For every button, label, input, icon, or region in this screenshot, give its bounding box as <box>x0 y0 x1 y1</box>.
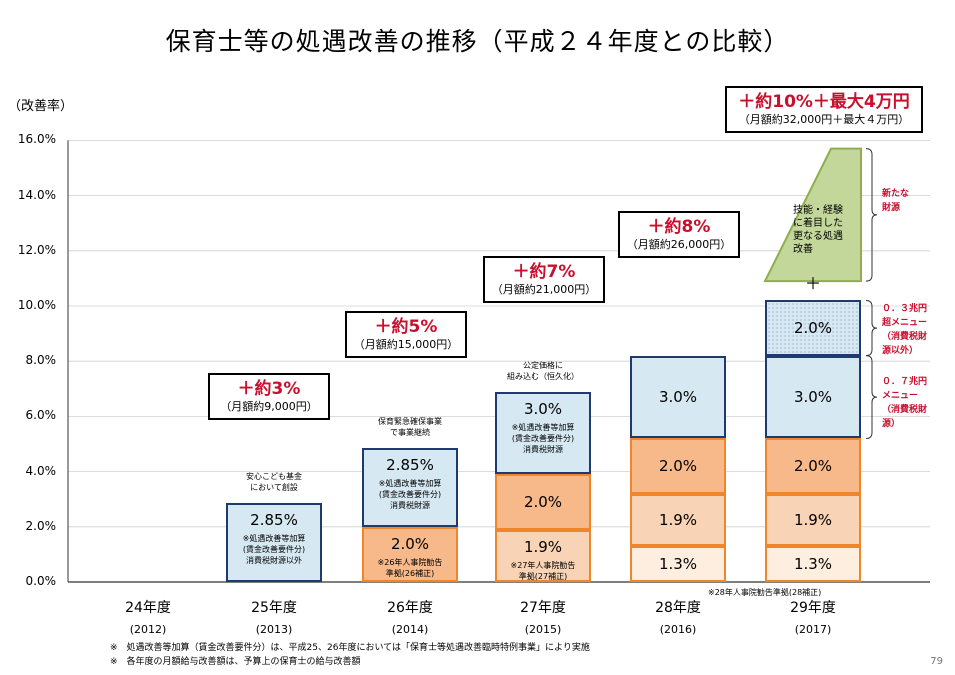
footnote-2: ※ 各年度の月額給与改善額は、予算上の保育士の給与改善額 <box>110 657 361 667</box>
bracket <box>865 148 878 282</box>
y-tick-label: 6.0% <box>25 408 57 423</box>
data-label: 1.9% <box>658 510 698 529</box>
side-label: ０．７兆円 メニュー （消費税財 源） <box>882 377 928 429</box>
segment-note: ※処遇改善等加算 (賃金改善要件分) 消費税財源 <box>378 479 442 511</box>
category-year: (2015) <box>524 623 562 636</box>
x-tick-label: 26年度 (2014) <box>355 597 465 636</box>
bar-segment: 1.3% <box>765 546 861 582</box>
y-tick-label: 14.0% <box>17 187 56 202</box>
callout-box: ＋約3% （月額約9,000円） <box>208 373 330 420</box>
footnote-1: ※ 処遇改善等加算（賃金改善要件分）は、平成25、26年度においては「保育士等処… <box>110 643 590 653</box>
callout-amount: （月額約15,000円） <box>353 338 459 351</box>
callout-percentage: ＋約3% <box>237 379 301 399</box>
bar-segment: 1.3% <box>630 546 726 582</box>
data-label: 2.0% <box>793 319 833 338</box>
bar-segment: 3.0% ※処遇改善等加算 (賃金改善要件分) 消費税財源 <box>495 391 591 475</box>
callout-amount: （月額約32,000円＋最大４万円） <box>738 113 910 126</box>
extra-improvement-label: 技能・経験 に着目した 更なる処遇 改善 <box>793 204 843 255</box>
bar-segment: 2.0% <box>765 300 861 356</box>
data-label: 1.9% <box>793 510 833 529</box>
bar-segment: 3.0% <box>630 355 726 439</box>
data-label: 3.0% <box>523 399 563 418</box>
category-label: 26年度 <box>387 600 433 616</box>
y-tick-label: 16.0% <box>17 132 56 147</box>
side-label: ０．３兆円 超メニュー （消費税財 源以外） <box>882 303 928 356</box>
bracket <box>865 355 878 439</box>
y-tick-label: 4.0% <box>25 463 57 478</box>
callout-amount: （月額約9,000円） <box>220 400 318 413</box>
segment-note: ※27年人事院勧告 準拠(27補正) <box>510 560 576 581</box>
y-tick-label: 0.0% <box>25 574 57 588</box>
category-label: 28年度 <box>655 600 701 616</box>
data-label: 3.0% <box>793 388 833 407</box>
y-tick-label: 12.0% <box>17 242 56 257</box>
above-bar-note: 安心こども基金 において創設 <box>246 472 302 493</box>
bar-segment: 2.0% ※26年人事院勧告 準拠(26補正) <box>362 526 458 582</box>
above-bar-note: 公定価格に 組み込む（恒久化） <box>507 360 579 381</box>
callout-box: ＋約7% （月額約21,000円） <box>483 256 605 303</box>
data-label: 1.3% <box>658 555 698 574</box>
data-label: 2.0% <box>658 457 698 476</box>
category-year: (2016) <box>659 623 697 636</box>
bracket <box>865 299 878 357</box>
side-label: 新たな 財源 <box>882 189 910 214</box>
category-year: (2012) <box>129 623 167 636</box>
bar-segment: 2.0% <box>765 438 861 494</box>
bar-segment: 1.9% ※27年人事院勧告 準拠(27補正) <box>495 529 591 582</box>
x-tick-label: 28年度 (2016) <box>623 597 733 636</box>
category-label: 29年度 <box>790 600 836 616</box>
category-year: (2017) <box>794 623 832 636</box>
callout-box: ＋約10%＋最大4万円 （月額約32,000円＋最大４万円） <box>725 86 923 133</box>
x-tick-label: 24年度 (2012) <box>93 597 203 636</box>
data-label: 2.85% <box>250 511 298 530</box>
category-year: (2014) <box>391 623 429 636</box>
callout-amount: （月額約26,000円） <box>626 238 732 251</box>
x-tick-label: 25年度 (2013) <box>219 597 329 636</box>
y-tick-label: 2.0% <box>25 518 57 533</box>
bar-segment: 3.0% <box>765 355 861 439</box>
plus-sign: ＋ <box>804 273 821 293</box>
callout-box: ＋約8% （月額約26,000円） <box>618 211 740 258</box>
x-tick-label: 29年度 (2017) <box>758 597 868 636</box>
above-bar-note: 保育緊急確保事業 で事業継続 <box>378 417 442 438</box>
bar-segment: 2.85% ※処遇改善等加算 (賃金改善要件分) 消費税財源 <box>362 448 458 527</box>
page-title: 保育士等の処遇改善の推移（平成２４年度との比較） <box>165 27 790 56</box>
data-label: 1.9% <box>523 537 563 556</box>
category-label: 25年度 <box>251 600 297 616</box>
callout-percentage: ＋約7% <box>512 262 576 282</box>
category-label: 24年度 <box>125 600 171 616</box>
data-label: 2.0% <box>390 534 430 553</box>
segment-note: ※26年人事院勧告 準拠(26補正) <box>377 557 443 578</box>
y-tick-label: 10.0% <box>17 298 56 312</box>
category-label: 27年度 <box>520 600 566 616</box>
callout-percentage: ＋約10%＋最大4万円 <box>738 92 910 112</box>
bar-segment: 1.9% <box>765 493 861 547</box>
bar-segment: 1.9% <box>630 493 726 547</box>
bar-segment: 2.0% <box>630 438 726 494</box>
x-tick-label: 27年度 (2015) <box>488 597 598 636</box>
y-tick-label: 8.0% <box>25 353 57 368</box>
callout-percentage: ＋約5% <box>374 317 438 337</box>
page-number: 79 <box>930 656 943 667</box>
data-label: 2.0% <box>793 457 833 476</box>
y-axis-label: （改善率） <box>8 99 74 114</box>
data-label: 2.0% <box>523 492 563 511</box>
callout-percentage: ＋約8% <box>647 217 711 237</box>
bar-segment: 2.85% ※処遇改善等加算 (賃金改善要件分) 消費税財源以外 <box>226 503 322 582</box>
data-label: 3.0% <box>658 388 698 407</box>
data-label: 1.3% <box>793 555 833 574</box>
callout-amount: （月額約21,000円） <box>491 283 597 296</box>
segment-note: ※処遇改善等加算 (賃金改善要件分) 消費税財源 <box>511 422 575 454</box>
callout-box: ＋約5% （月額約15,000円） <box>345 311 467 358</box>
annotation-2016: ※28年人事院勧告準拠(28補正) <box>708 588 822 597</box>
segment-note: ※処遇改善等加算 (賃金改善要件分) 消費税財源以外 <box>242 534 306 566</box>
data-label: 2.85% <box>386 456 434 475</box>
bar-segment: 2.0% <box>495 474 591 530</box>
category-year: (2013) <box>255 623 293 636</box>
